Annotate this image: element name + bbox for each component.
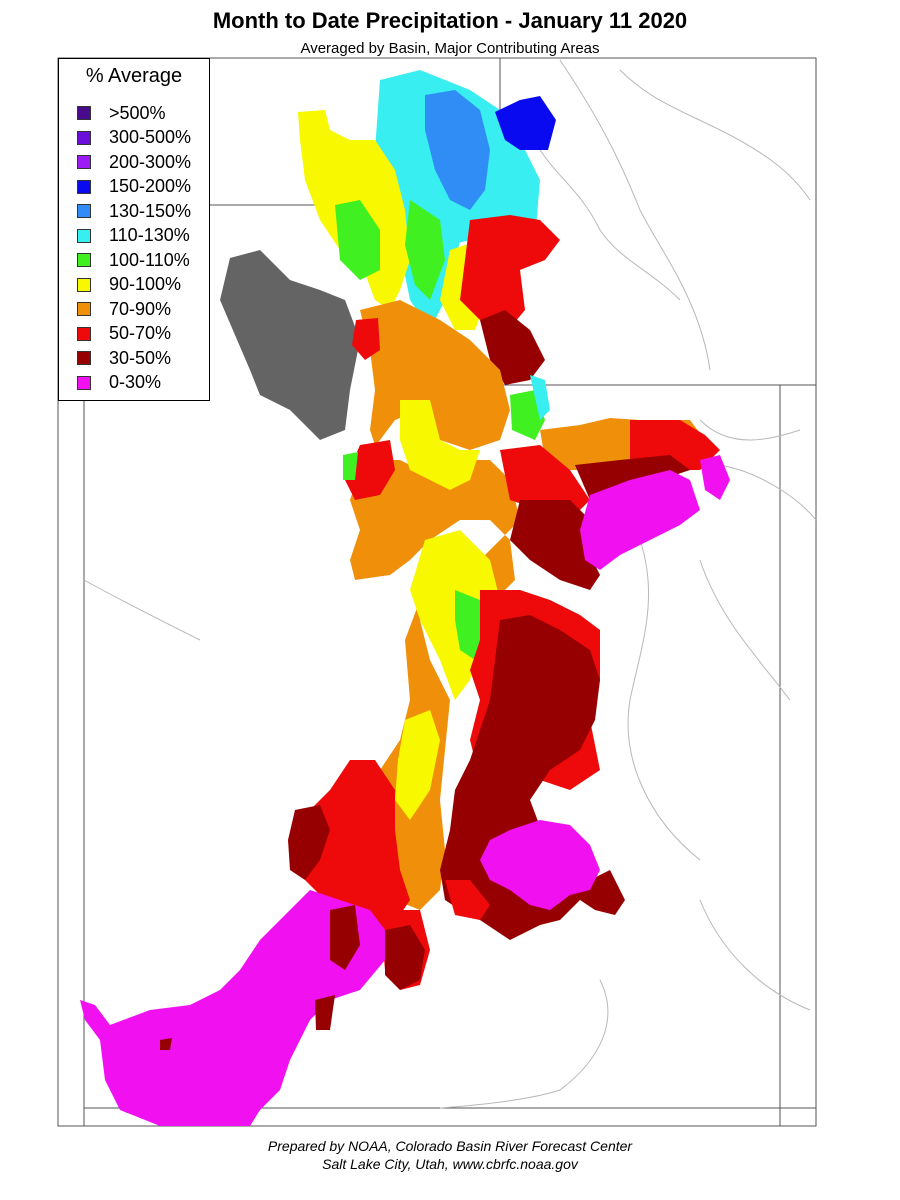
- basin-90-100-central: [400, 400, 480, 490]
- legend-item: 90-100%: [77, 274, 182, 295]
- legend-label: 200-300%: [109, 151, 192, 172]
- legend-item: 300-500%: [77, 127, 192, 148]
- basin-0-30-east-b: [700, 455, 730, 500]
- legend-item: 110-130%: [77, 225, 190, 246]
- map-subtitle: Averaged by Basin, Major Contributing Ar…: [300, 40, 600, 57]
- legend-title: % Average: [85, 65, 183, 87]
- legend-swatch: [77, 351, 91, 365]
- legend-label: 0-30%: [109, 372, 162, 392]
- basin-50-70-southeast-b: [445, 880, 490, 920]
- legend-label: 110-130%: [109, 225, 190, 245]
- legend-item: 100-110%: [77, 250, 190, 270]
- basin-30-50-southwest-b: [330, 905, 360, 970]
- legend-label: 100-110%: [109, 249, 190, 270]
- legend-item: 50-70%: [77, 323, 172, 344]
- legend-item: >500%: [77, 103, 166, 123]
- basin-130-150: [425, 90, 490, 210]
- basin-30-50-southwest-c: [315, 995, 335, 1030]
- basin-0-30-east: [580, 470, 700, 570]
- legend-swatch: [77, 253, 91, 267]
- legend-label: 70-90%: [109, 298, 172, 319]
- basin-30-50-east-b: [575, 455, 690, 500]
- legend: % Average >500% 300-500% 200-300% 150-200% 1…: [58, 58, 210, 401]
- legend-swatch: [77, 155, 91, 169]
- legend-item: 130-150%: [77, 201, 191, 221]
- legend-swatch: [77, 326, 91, 341]
- legend-swatch: [77, 130, 91, 145]
- basin-90-100-south: [395, 710, 440, 820]
- basin-30-50-southwest: [288, 805, 330, 880]
- legend-item: 200-300%: [77, 152, 191, 172]
- legend-swatch: [77, 375, 91, 390]
- legend-label: 130-150%: [109, 200, 192, 221]
- footer-site: Salt Lake City, Utah, www.cbrfc.noaa.gov: [322, 1156, 578, 1172]
- basin-regions: [80, 70, 730, 1126]
- basin-50-70-southwest: [300, 760, 410, 930]
- basin-100-110-north: [335, 200, 380, 280]
- legend-label: 50-70%: [109, 323, 172, 343]
- legend-swatch: [77, 106, 91, 120]
- legend-swatch: [77, 302, 91, 316]
- basin-110-130-east: [530, 375, 550, 420]
- legend-swatch: [77, 228, 91, 243]
- basin-100-110-west: [343, 452, 358, 480]
- legend-swatch: [77, 204, 91, 218]
- basin-0-30-southeast: [480, 820, 600, 910]
- river-network: [83, 59, 817, 1109]
- legend-label: 150-200%: [109, 176, 192, 196]
- basin-30-50-east: [510, 500, 600, 590]
- basin-30-50-southwest-d: [160, 1038, 172, 1050]
- legend-item: 30-50%: [77, 348, 171, 368]
- legend-item: 0-30%: [77, 372, 162, 393]
- legend-item: 150-200%: [77, 176, 192, 197]
- legend-swatch: [77, 179, 91, 194]
- basin-0-30-southwest: [80, 890, 385, 1126]
- map-title: Month to Date Precipitation - January 11…: [212, 8, 688, 33]
- legend-label: 90-100%: [109, 274, 182, 294]
- legend-label: >500%: [109, 102, 166, 123]
- basin-100-110-north-b: [405, 200, 445, 300]
- basin-150-200: [495, 96, 556, 150]
- legend-swatch: [77, 277, 91, 292]
- legend-label: 30-50%: [109, 347, 172, 368]
- legend-item: 70-90%: [77, 299, 171, 319]
- basin-30-50-south: [385, 925, 425, 990]
- legend-label: 300-500%: [109, 127, 192, 147]
- footer-credit: Prepared by NOAA, Colorado Basin River F…: [267, 1138, 633, 1154]
- basin-50-70-west-b: [352, 318, 380, 360]
- basin-50-70-northeast: [460, 215, 560, 340]
